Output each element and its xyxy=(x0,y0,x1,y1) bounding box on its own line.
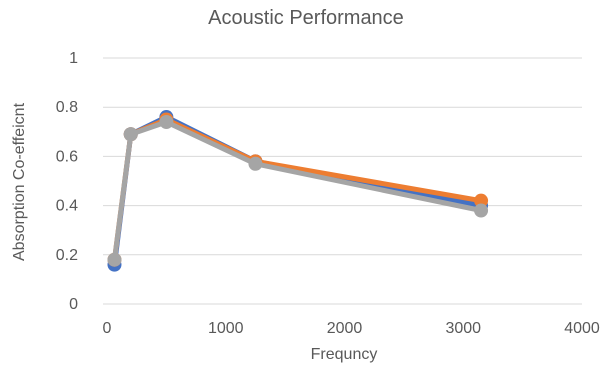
x-tick-label: 1000 xyxy=(208,320,244,337)
data-point xyxy=(474,193,489,208)
y-tick-label: 0.4 xyxy=(56,198,78,215)
gridlines xyxy=(103,57,582,305)
data-point xyxy=(107,252,122,267)
y-tick-label: 1 xyxy=(69,50,78,67)
data-point xyxy=(474,203,489,218)
chart-title: Acoustic Performance xyxy=(208,7,404,29)
y-axis-ticks: 0 0.2 0.4 0.6 0.8 1 xyxy=(56,50,78,313)
series-layer xyxy=(107,110,489,272)
data-point xyxy=(248,156,263,171)
series-2 xyxy=(107,112,489,267)
x-axis-ticks: 0 1000 2000 3000 4000 xyxy=(103,320,600,337)
data-point xyxy=(159,114,174,129)
y-axis-title: Absorption Co-effeicnt xyxy=(11,102,28,261)
series-line xyxy=(112,117,484,263)
x-tick-label: 4000 xyxy=(564,320,600,337)
x-tick-label: 3000 xyxy=(445,320,481,337)
series-3 xyxy=(107,114,489,267)
y-tick-label: 0 xyxy=(69,296,78,313)
y-tick-label: 0.6 xyxy=(56,148,78,165)
x-axis-title: Frequncy xyxy=(311,346,378,363)
y-tick-label: 0.8 xyxy=(56,99,78,116)
x-tick-label: 0 xyxy=(103,320,112,337)
data-point xyxy=(123,127,138,142)
x-tick-label: 2000 xyxy=(327,320,363,337)
y-tick-label: 0.2 xyxy=(56,247,78,264)
